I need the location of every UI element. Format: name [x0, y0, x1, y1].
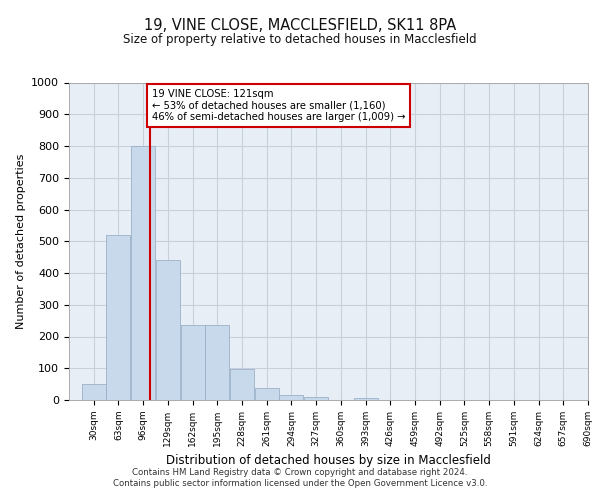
- Bar: [280, 395, 304, 400]
- Bar: [181, 326, 205, 400]
- Bar: [304, 397, 328, 400]
- Text: 19 VINE CLOSE: 121sqm
← 53% of detached houses are smaller (1,160)
46% of semi-d: 19 VINE CLOSE: 121sqm ← 53% of detached …: [152, 89, 405, 122]
- X-axis label: Distribution of detached houses by size in Macclesfield: Distribution of detached houses by size …: [166, 454, 491, 468]
- Text: 19, VINE CLOSE, MACCLESFIELD, SK11 8PA: 19, VINE CLOSE, MACCLESFIELD, SK11 8PA: [144, 18, 456, 32]
- Bar: [353, 398, 377, 400]
- Text: Size of property relative to detached houses in Macclesfield: Size of property relative to detached ho…: [123, 32, 477, 46]
- Bar: [82, 384, 106, 400]
- Y-axis label: Number of detached properties: Number of detached properties: [16, 154, 26, 329]
- Bar: [106, 235, 130, 400]
- Bar: [230, 369, 254, 400]
- Text: Contains HM Land Registry data © Crown copyright and database right 2024.
Contai: Contains HM Land Registry data © Crown c…: [113, 468, 487, 487]
- Bar: [254, 388, 279, 400]
- Bar: [131, 146, 155, 400]
- Bar: [205, 326, 229, 400]
- Bar: [156, 260, 180, 400]
